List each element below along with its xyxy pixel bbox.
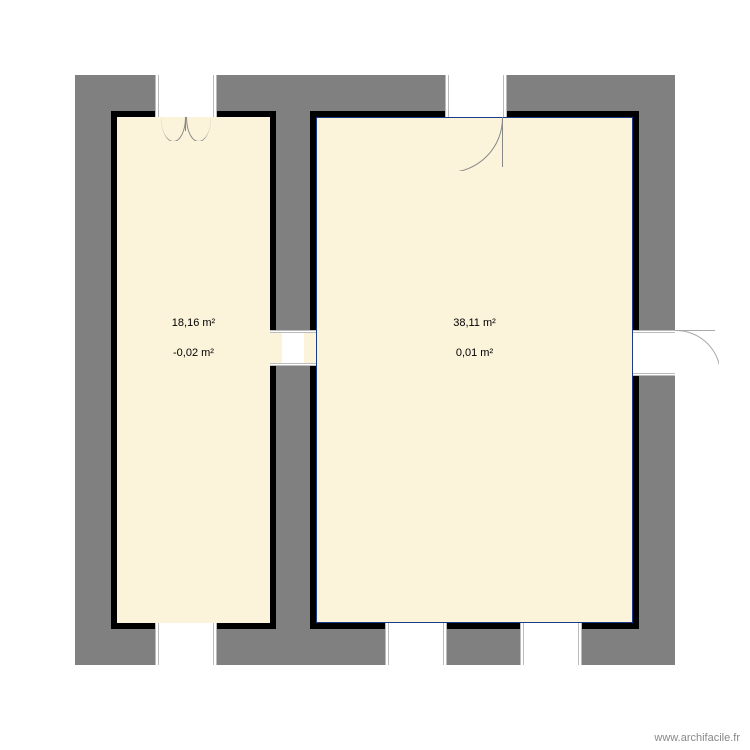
jamb-tl-l (155, 75, 159, 117)
jamb-b1-r (213, 623, 217, 665)
watermark: www.archifacile.fr (654, 732, 740, 744)
jamb-b2-r (443, 623, 447, 665)
jamb-b2-l (385, 623, 389, 665)
jamb-r-t (633, 330, 675, 333)
room-left-area: 18,16 m² (117, 317, 270, 329)
jamb-b3-r (578, 623, 582, 665)
room-right-area2: 0,01 m² (316, 347, 633, 359)
jamb-mid-b (270, 363, 316, 366)
opening-bottom-1 (155, 623, 217, 665)
opening-right (633, 330, 675, 376)
room-left: 18,16 m² -0,02 m² (111, 111, 276, 629)
door-arc-tl (161, 117, 211, 141)
door-arc-right (675, 330, 719, 376)
wall-cut-right (304, 333, 316, 363)
jamb-tl-r (213, 75, 217, 117)
opening-top-right (445, 75, 507, 117)
jamb-b1-l (155, 623, 159, 665)
room-left-label1: 18,16 m² (172, 317, 215, 329)
opening-bottom-3 (520, 623, 582, 665)
wall-cut-left (270, 333, 282, 363)
opening-bottom-2 (385, 623, 447, 665)
room-left-label2: -0,02 m² (173, 347, 214, 359)
door-arc-tr (449, 117, 503, 171)
jamb-b3-l (520, 623, 524, 665)
room-right: 38,11 m² 0,01 m² (310, 111, 639, 629)
jamb-r-b (633, 373, 675, 376)
opening-top-left (155, 75, 217, 117)
room-right-area: 38,11 m² (316, 317, 633, 329)
jamb-tr-r (503, 75, 507, 117)
room-left-area2: -0,02 m² (117, 347, 270, 359)
room-right-label1: 38,11 m² (453, 317, 496, 329)
room-right-label2: 0,01 m² (456, 347, 493, 359)
watermark-text: www.archifacile.fr (654, 732, 740, 744)
jamb-tr-l (445, 75, 449, 117)
